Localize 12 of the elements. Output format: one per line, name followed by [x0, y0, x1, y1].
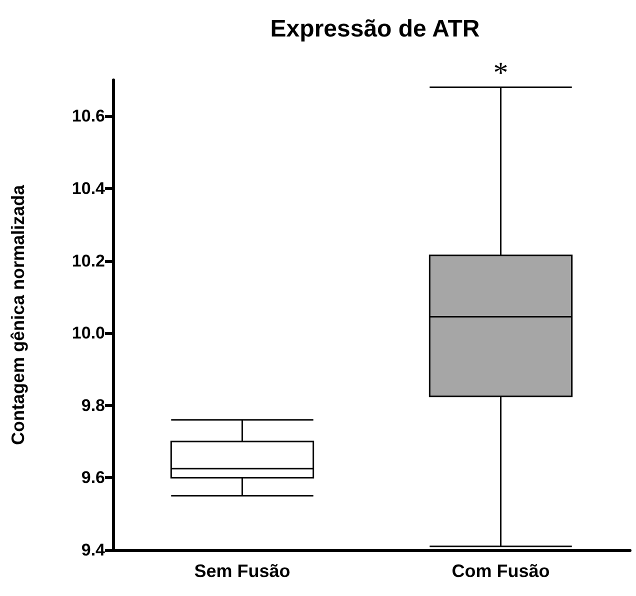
y-tick-label: 10.4 — [72, 178, 106, 198]
chart-title: Expressão de ATR — [270, 16, 480, 42]
x-tick-label: Com Fusão — [452, 561, 550, 581]
y-tick-label: 9.8 — [81, 396, 105, 415]
annotation: * — [493, 56, 508, 90]
x-tick-label: Sem Fusão — [194, 561, 290, 581]
y-axis-title: Contagem gênica normalizada — [8, 184, 28, 446]
y-tick-label: 10.6 — [72, 106, 105, 126]
y-tick-label: 9.4 — [81, 540, 106, 560]
y-tick-label: 10.2 — [72, 251, 105, 270]
y-tick-label: 10.0 — [72, 324, 105, 343]
y-tick-label: 9.6 — [81, 468, 105, 488]
